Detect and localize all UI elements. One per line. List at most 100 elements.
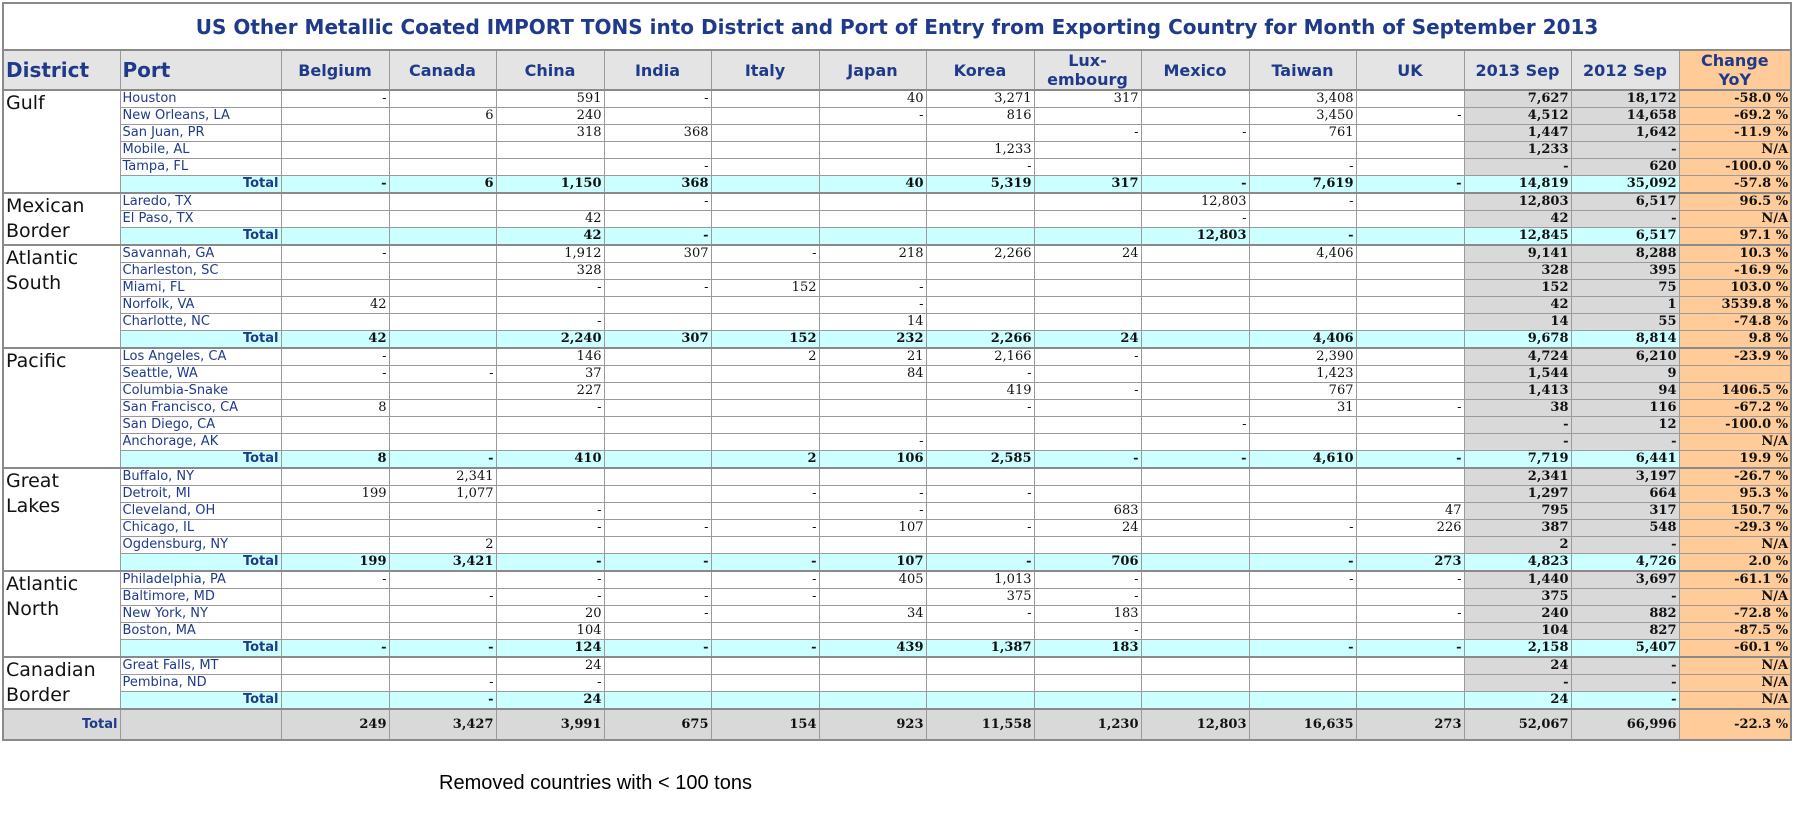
total-value: -	[495, 553, 605, 572]
grand-total-value: 923	[818, 708, 927, 741]
total-value: 368	[603, 175, 712, 194]
cell-value	[1355, 89, 1465, 108]
cell-value	[1140, 382, 1250, 400]
cell-value	[818, 622, 927, 640]
cell-value	[710, 89, 820, 108]
cell-value: 2,166	[925, 347, 1035, 366]
cell-value	[1140, 605, 1250, 623]
cell-value: -	[495, 313, 605, 331]
total-value: 232	[818, 330, 927, 349]
total-label: Total	[119, 691, 282, 710]
cell-value: 2,390	[1248, 347, 1357, 366]
cell-value	[603, 433, 712, 451]
cell-2012-sep: -	[1570, 210, 1680, 228]
country-header: Italy	[710, 49, 820, 91]
cell-value: -	[1355, 605, 1465, 623]
total-label: Total	[119, 175, 282, 194]
cell-value	[710, 192, 820, 211]
cell-value	[818, 382, 927, 400]
cell-value: 591	[495, 89, 605, 108]
port-header: Port	[119, 49, 282, 91]
table-row: Canadian Border Great Falls, MT 24 24- N/A	[2, 656, 1792, 710]
cell-2012-sep: 3,697	[1570, 570, 1680, 589]
cell-value: 84	[818, 365, 927, 383]
cell-value: -	[1248, 519, 1357, 537]
cell-change-yoy: -74.8 %	[1678, 313, 1792, 331]
table-row: Miami, FL - -152-152 75 103.0 %	[3, 279, 1792, 297]
cell-value: 6	[388, 107, 497, 125]
table-row: Atlantic North Philadelphia, PA - - -405 1,01…	[2, 570, 1792, 658]
grand-total-row: Total 249 3,427 3,991 675 154 923 11,558 1,230 12…	[2, 708, 1792, 741]
cell-value: -	[925, 519, 1035, 537]
cell-value	[495, 158, 605, 176]
cell-2013-sep: 1,544	[1463, 365, 1572, 383]
cell-value: -	[818, 279, 927, 297]
cell-value	[818, 158, 927, 176]
cell-change-yoy: 10.3 %	[1678, 244, 1792, 263]
district-total-row: Total -6 1,150 368 40 5,319 317-7,619-14,819 35…	[3, 175, 1792, 194]
total-value: -	[1355, 450, 1465, 469]
cell-value	[925, 674, 1035, 692]
cell-2012-sep: 827	[1570, 622, 1680, 640]
cell-value: 146	[495, 347, 605, 366]
cell-value	[1140, 570, 1250, 589]
total-value	[710, 691, 820, 710]
cell-value	[280, 656, 390, 675]
cell-value	[710, 433, 820, 451]
total-value	[925, 691, 1035, 710]
cell-value: 218	[818, 244, 927, 263]
cell-value	[1355, 347, 1465, 366]
cell-value	[818, 416, 927, 434]
total-value: 106	[818, 450, 927, 469]
port-name: New Orleans, LA	[119, 107, 282, 125]
cell-value: -	[388, 365, 497, 383]
total-value	[818, 227, 927, 246]
district-name: Atlantic North	[2, 570, 121, 658]
year-2013-header: 2013 Sep	[1463, 49, 1572, 91]
cell-value: 375	[925, 588, 1035, 606]
cell-value: -	[603, 158, 712, 176]
cell-change-yoy: 150.7 %	[1678, 502, 1792, 520]
cell-value	[710, 399, 820, 417]
cell-value	[1140, 158, 1250, 176]
cell-value	[925, 279, 1035, 297]
cell-value: -	[1355, 570, 1465, 589]
cell-value	[388, 416, 497, 434]
cell-value	[710, 141, 820, 159]
cell-value	[925, 502, 1035, 520]
total-2012-sep: 6,517	[1570, 227, 1680, 246]
total-value: 4,610	[1248, 450, 1357, 469]
cell-value	[280, 382, 390, 400]
cell-value	[1033, 416, 1142, 434]
cell-value: -	[818, 502, 927, 520]
cell-value: -	[818, 485, 927, 503]
cell-2013-sep: -	[1463, 158, 1572, 176]
cell-value	[280, 416, 390, 434]
total-label: Total	[119, 330, 282, 349]
total-value: 4,406	[1248, 330, 1357, 349]
cell-value	[1033, 674, 1142, 692]
cell-value	[280, 622, 390, 640]
total-2013-sep: 4,823	[1463, 553, 1572, 572]
cell-value: 14	[818, 313, 927, 331]
cell-change-yoy: -87.5 %	[1678, 622, 1792, 640]
total-value: 3,421	[388, 553, 497, 572]
cell-value	[1140, 656, 1250, 675]
table-row: Charlotte, NC -14 14 55 -74.8 %	[3, 313, 1792, 331]
cell-value	[710, 536, 820, 554]
table-row: Pembina, ND - - - - N/A	[3, 674, 1792, 692]
country-header: Canada	[388, 49, 497, 91]
cell-value	[925, 192, 1035, 211]
cell-value	[603, 467, 712, 486]
cell-value: 24	[1033, 244, 1142, 263]
total-2012-sep: 35,092	[1570, 175, 1680, 194]
cell-value	[1248, 674, 1357, 692]
total-value: 24	[1033, 330, 1142, 349]
cell-value	[1248, 622, 1357, 640]
cell-change-yoy: 96.5 %	[1678, 192, 1792, 211]
total-value	[1355, 330, 1465, 349]
grand-total-value: 1,230	[1033, 708, 1142, 741]
change-yoy-header: Change YoY	[1678, 49, 1792, 91]
total-label: Total	[119, 227, 282, 246]
cell-2012-sep: 548	[1570, 519, 1680, 537]
